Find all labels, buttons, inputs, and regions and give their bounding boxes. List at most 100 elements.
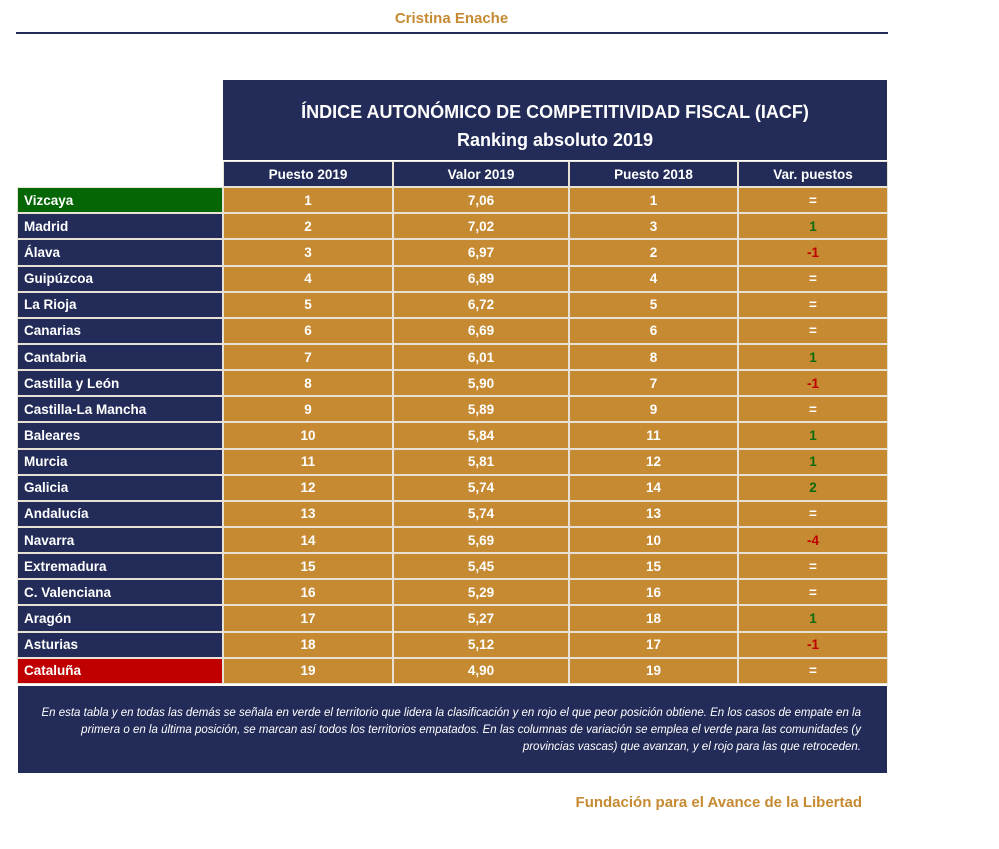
cell-puesto-2019: 5 [223,291,393,318]
cell-valor-2019: 5,12 [393,631,569,658]
ranking-table: Puesto 2019 Valor 2019 Puesto 2018 Var. … [17,161,888,684]
cell-var-puestos: 2 [738,474,888,501]
cell-var-puestos: 1 [738,605,888,632]
table-title: ÍNDICE AUTONÓMICO DE COMPETITIVIDAD FISC… [301,102,809,122]
cell-valor-2019: 5,29 [393,579,569,606]
table-row: Álava 3 6,97 2 -1 [17,239,888,266]
cell-puesto-2018: 4 [569,265,738,292]
cell-valor-2019: 6,72 [393,291,569,318]
cell-var-puestos: = [738,291,888,318]
cell-puesto-2019: 17 [223,605,393,632]
table-subtitle: Ranking absoluto 2019 [456,130,654,150]
header-puesto-2018: Puesto 2018 [569,161,738,188]
table-row: Navarra 14 5,69 10 -4 [17,526,888,554]
cell-valor-2019: 5,74 [393,500,569,527]
table-row: Castilla y León 8 5,90 7 -1 [17,370,888,397]
cell-var-puestos: -1 [738,631,888,658]
cell-territory: Vizcaya [17,187,223,214]
cell-valor-2019: 6,01 [393,343,569,371]
table-row: Andalucía 13 5,74 13 = [17,500,888,527]
cell-territory: Galicia [17,474,223,501]
cell-puesto-2019: 9 [223,396,393,423]
table-row: Murcia 11 5,81 12 1 [17,448,888,475]
cell-puesto-2018: 12 [569,448,738,475]
cell-var-puestos: = [738,265,888,292]
cell-puesto-2018: 8 [569,343,738,371]
cell-territory: Cantabria [17,343,223,371]
header-puesto-2019: Puesto 2019 [223,161,393,188]
cell-var-puestos: = [738,396,888,423]
cell-valor-2019: 5,89 [393,396,569,423]
cell-puesto-2018: 7 [569,370,738,397]
cell-territory: Extremadura [17,553,223,580]
cell-puesto-2018: 18 [569,605,738,632]
table-row: Madrid 2 7,02 3 1 [17,213,888,240]
cell-var-puestos: = [738,657,888,684]
cell-puesto-2019: 7 [223,343,393,371]
cell-valor-2019: 5,81 [393,448,569,475]
cell-valor-2019: 5,74 [393,474,569,501]
cell-puesto-2019: 11 [223,448,393,475]
cell-valor-2019: 5,69 [393,526,569,554]
cell-var-puestos: = [738,579,888,606]
cell-puesto-2019: 13 [223,500,393,527]
table-row: Canarias 6 6,69 6 = [17,317,888,344]
cell-puesto-2018: 16 [569,579,738,606]
cell-territory: Baleares [17,422,223,449]
cell-var-puestos: = [738,500,888,527]
table-row: Guipúzcoa 4 6,89 4 = [17,265,888,292]
cell-var-puestos: 1 [738,343,888,371]
cell-puesto-2019: 8 [223,370,393,397]
author-name: Cristina Enache [394,10,509,27]
cell-territory: Andalucía [17,500,223,527]
cell-puesto-2018: 13 [569,500,738,527]
cell-territory: Cataluña [17,657,223,684]
table-row: Castilla-La Mancha 9 5,89 9 = [17,396,888,423]
cell-puesto-2019: 15 [223,553,393,580]
cell-valor-2019: 5,27 [393,605,569,632]
cell-puesto-2018: 9 [569,396,738,423]
cell-puesto-2018: 11 [569,422,738,449]
cell-puesto-2018: 10 [569,526,738,554]
cell-puesto-2019: 4 [223,265,393,292]
cell-valor-2019: 6,97 [393,239,569,266]
cell-var-puestos: 1 [738,213,888,240]
cell-puesto-2019: 6 [223,317,393,344]
cell-puesto-2019: 14 [223,526,393,554]
table-row: C. Valenciana 16 5,29 16 = [17,579,888,606]
cell-puesto-2019: 18 [223,631,393,658]
cell-puesto-2018: 14 [569,474,738,501]
table-row: Asturias 18 5,12 17 -1 [17,631,888,658]
cell-valor-2019: 7,02 [393,213,569,240]
cell-territory: Álava [17,239,223,266]
cell-var-puestos: -1 [738,239,888,266]
cell-var-puestos: 1 [738,448,888,475]
cell-var-puestos: -4 [738,526,888,554]
cell-var-puestos: = [738,317,888,344]
cell-valor-2019: 5,90 [393,370,569,397]
table-row: Extremadura 15 5,45 15 = [17,553,888,580]
cell-var-puestos: 1 [738,422,888,449]
cell-puesto-2018: 1 [569,187,738,214]
header-var-puestos: Var. puestos [738,161,888,188]
cell-var-puestos: = [738,553,888,580]
cell-var-puestos: -1 [738,370,888,397]
cell-valor-2019: 6,69 [393,317,569,344]
cell-puesto-2019: 19 [223,657,393,684]
cell-puesto-2019: 16 [223,579,393,606]
cell-territory: Navarra [17,526,223,554]
table-row: Galicia 12 5,74 14 2 [17,474,888,501]
cell-valor-2019: 6,89 [393,265,569,292]
cell-puesto-2018: 17 [569,631,738,658]
table-row: Aragón 17 5,27 18 1 [17,605,888,632]
cell-territory: C. Valenciana [17,579,223,606]
cell-territory: Castilla y León [17,370,223,397]
cell-territory: Castilla-La Mancha [17,396,223,423]
cell-territory: Aragón [17,605,223,632]
header-rule [16,32,888,34]
cell-puesto-2019: 3 [223,239,393,266]
cell-puesto-2018: 2 [569,239,738,266]
table-note: En esta tabla y en todas las demás se se… [18,686,887,773]
header-row: Puesto 2019 Valor 2019 Puesto 2018 Var. … [17,161,888,188]
table-body: Vizcaya 1 7,06 1 = Madrid 2 7,02 3 1 Álava 3 6,97 2 -1… [17,187,888,684]
